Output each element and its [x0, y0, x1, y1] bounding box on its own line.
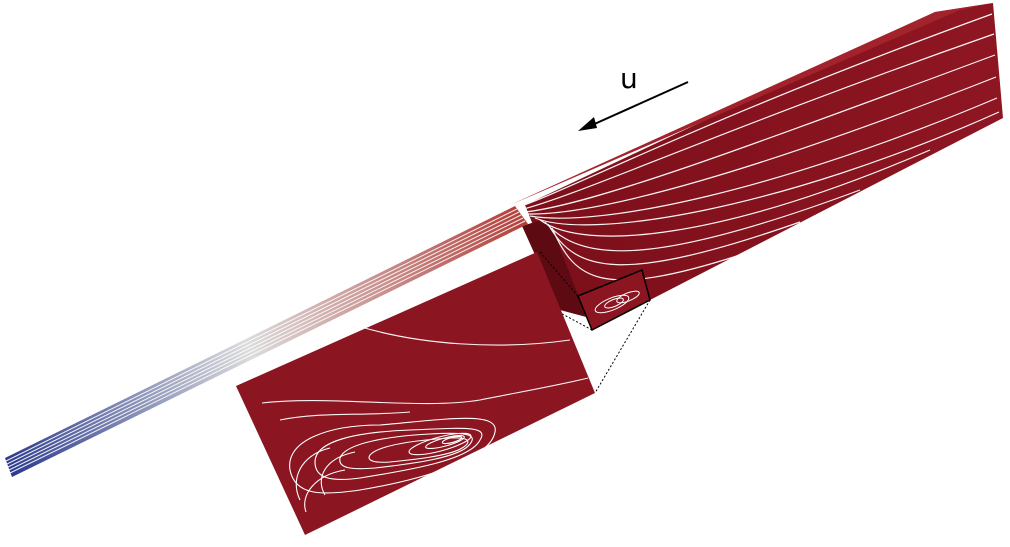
inset-streamlines — [261, 325, 589, 421]
highlight-region — [578, 270, 650, 330]
expansion-box — [510, 3, 1003, 318]
highlight-vortex — [594, 290, 640, 314]
inset-panel — [236, 252, 595, 535]
box-streamlines — [514, 13, 1000, 281]
channel-surface — [5, 206, 528, 477]
zoom-inset — [236, 252, 595, 535]
velocity-label: u — [620, 62, 638, 95]
channel-streamlines — [5, 208, 526, 474]
step-face — [522, 218, 590, 318]
inset-vortex — [289, 417, 496, 513]
velocity-arrow — [578, 81, 689, 131]
inlet-channel — [5, 206, 528, 477]
arrow-head-icon — [578, 117, 597, 131]
zoom-connectors — [539, 251, 651, 394]
box-front-face — [525, 3, 1003, 318]
